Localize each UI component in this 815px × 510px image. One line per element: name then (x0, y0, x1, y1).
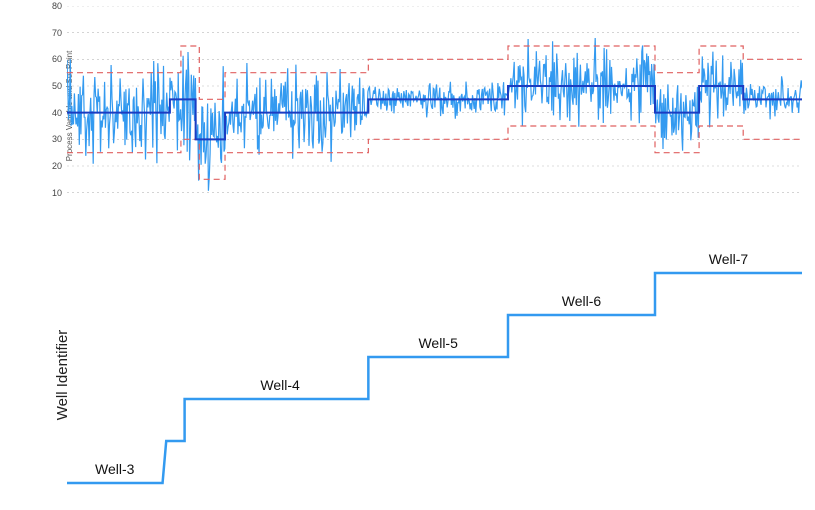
process-variable-line (67, 38, 802, 191)
y-tick-label: 50 (42, 81, 62, 91)
y-tick-label: 10 (42, 188, 62, 198)
process-variable-chart: Process Variable and Set-Point 102030405… (42, 6, 802, 226)
y-tick-label: 20 (42, 161, 62, 171)
figure: Process Variable and Set-Point 102030405… (0, 0, 815, 510)
well-label: Well-4 (260, 377, 299, 393)
well-label: Well-7 (709, 251, 748, 267)
y-tick-label: 30 (42, 134, 62, 144)
well-label: Well-5 (418, 335, 457, 351)
well-label: Well-6 (562, 293, 601, 309)
bottom-plot-svg (67, 255, 802, 495)
y-tick-label: 60 (42, 54, 62, 64)
well-identifier-chart: Well Identifier Well-3Well-4Well-5Well-6… (42, 255, 802, 505)
well-step-line (67, 273, 802, 483)
y-tick-label: 80 (42, 1, 62, 11)
y-tick-label: 40 (42, 108, 62, 118)
y-tick-label: 70 (42, 28, 62, 38)
top-plot-svg (67, 6, 802, 206)
well-label: Well-3 (95, 461, 134, 477)
